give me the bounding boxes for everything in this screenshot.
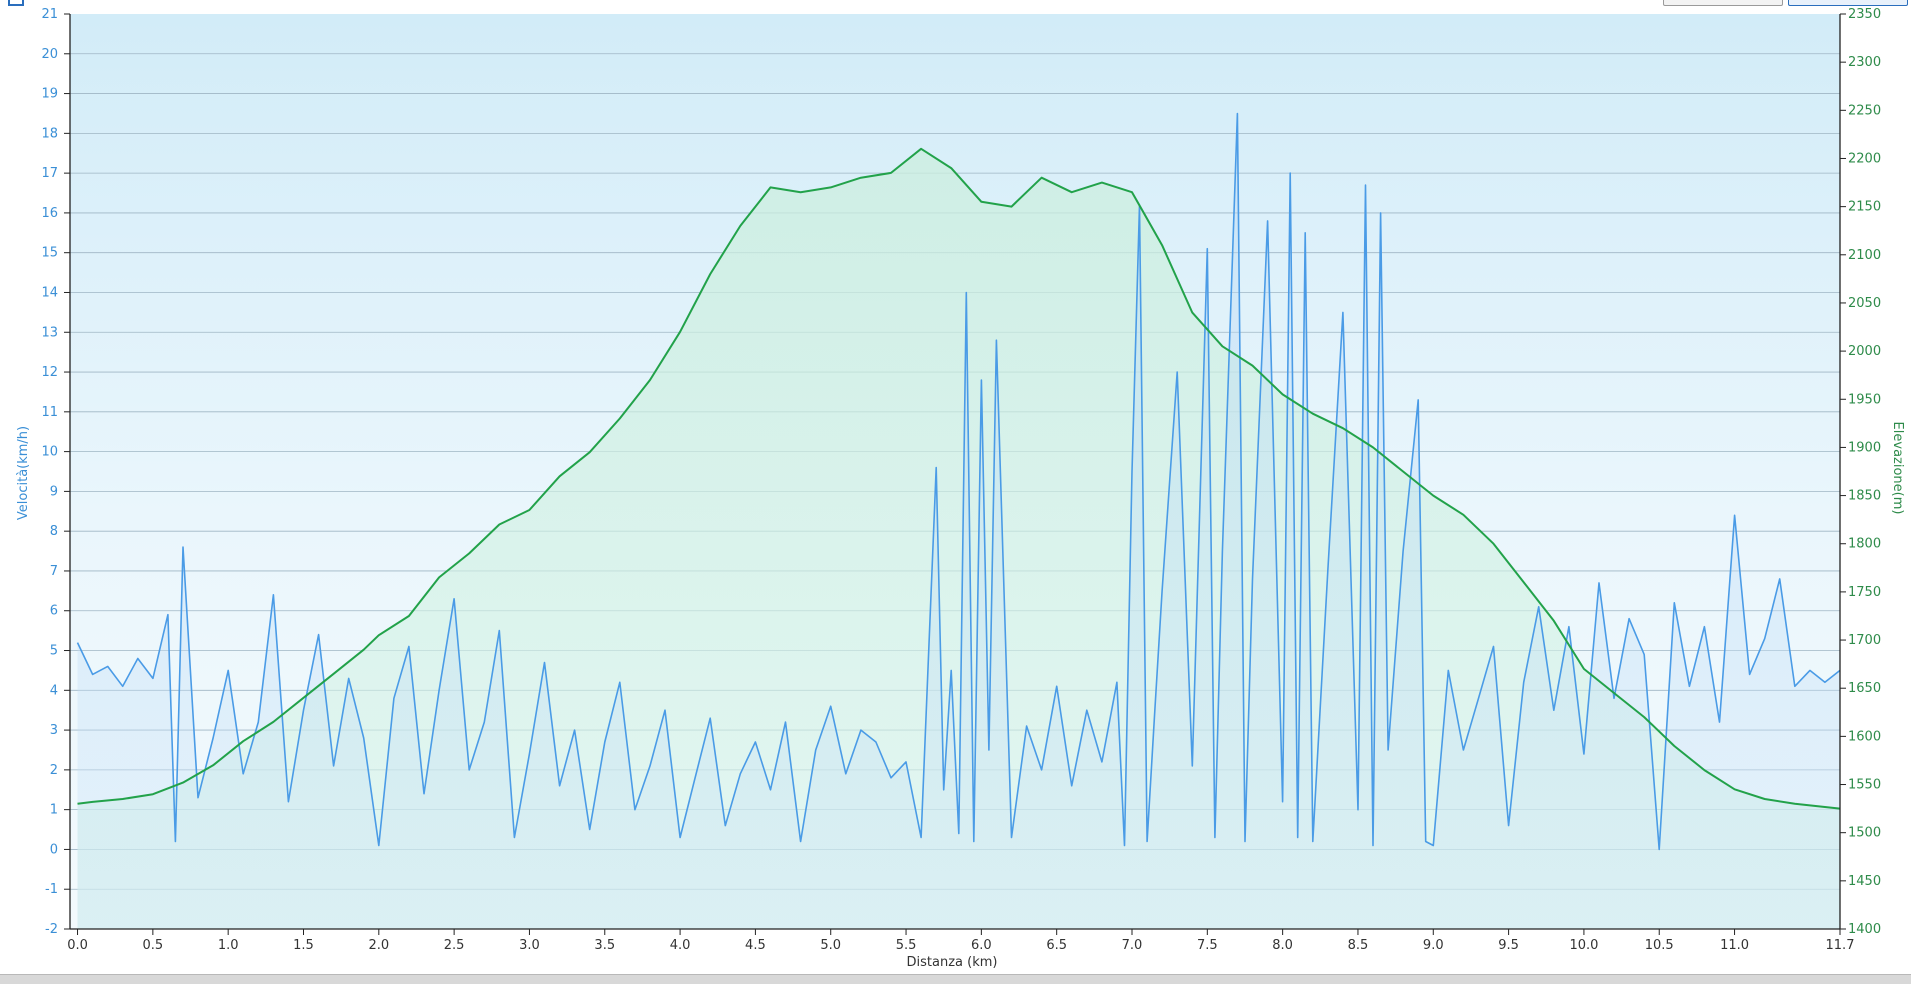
y-left-tick-label: 9 [50, 484, 58, 499]
x-tick-label: 11.0 [1720, 938, 1749, 953]
y-left-tick-label: 7 [50, 564, 58, 579]
x-tick-label: 5.5 [896, 938, 917, 953]
y-right-tick-label: 1750 [1848, 585, 1881, 600]
y-left-tick-label: 5 [50, 644, 58, 659]
x-tick-label: 3.5 [594, 938, 615, 953]
x-tick-label: 9.5 [1498, 938, 1519, 953]
x-tick-label: 8.5 [1348, 938, 1369, 953]
y-right-tick-label: 1400 [1848, 922, 1881, 937]
y-right-tick-label: 1900 [1848, 440, 1881, 455]
y-right-tick-label: 1950 [1848, 392, 1881, 407]
y-right-tick-label: 1500 [1848, 826, 1881, 841]
x-tick-label: 0.5 [143, 938, 164, 953]
x-tick-label: 1.0 [218, 938, 239, 953]
y-left-tick-label: 20 [41, 47, 58, 62]
y-left-tick-label: 10 [41, 445, 58, 460]
y-left-tick-label: 13 [41, 325, 58, 340]
y-right-tick-label: 2250 [1848, 103, 1881, 118]
y-left-tick-label: 14 [41, 285, 58, 300]
y-right-tick-label: 2200 [1848, 151, 1881, 166]
y-right-ticks: 1400 1450 1500 1550 1600 1650 1700 1750 1800 1850… [1840, 7, 1881, 937]
speed-area [77, 113, 1840, 929]
x-tick-label: 7.5 [1197, 938, 1218, 953]
x-tick-label: 6.5 [1046, 938, 1067, 953]
y-left-tick-label: 19 [41, 87, 58, 102]
y-left-tick-label: 3 [50, 723, 58, 738]
x-tick-label: 2.5 [444, 938, 465, 953]
x-axis-title: Distanza (km) [907, 955, 998, 970]
y-right-tick-label: 2100 [1848, 248, 1881, 263]
status-bar [0, 974, 1911, 984]
x-tick-label: 6.0 [971, 938, 992, 953]
y-right-tick-label: 2000 [1848, 344, 1881, 359]
y-left-tick-label: 15 [41, 246, 58, 261]
y-left-tick-label: 16 [41, 206, 58, 221]
y-right-tick-label: 2350 [1848, 7, 1881, 22]
x-tick-label: 4.0 [670, 938, 691, 953]
y-right-axis-title: Elevazione(m) [1890, 422, 1905, 515]
y-left-tick-label: 8 [50, 524, 58, 539]
x-tick-label: 9.0 [1423, 938, 1444, 953]
x-tick-label: 3.0 [519, 938, 540, 953]
y-left-tick-label: 4 [50, 683, 58, 698]
chart-icon[interactable] [8, 0, 24, 6]
y-left-tick-label: 21 [41, 7, 58, 22]
y-right-tick-label: 1600 [1848, 729, 1881, 744]
y-right-tick-label: 1550 [1848, 778, 1881, 793]
x-ticks: 0.0 0.5 1.0 1.5 2.0 2.5 3.0 3.5 4.0 4.5 5.0 5.5 6.0 6… [67, 929, 1854, 953]
y-right-tick-label: 2300 [1848, 55, 1881, 70]
y-left-tick-label: 11 [41, 405, 58, 420]
speed-series-line [76, 112, 1841, 851]
toolbar-button-2[interactable] [1788, 0, 1908, 6]
y-left-tick-label: 12 [41, 365, 58, 380]
x-tick-label: 1.5 [293, 938, 314, 953]
y-right-tick-label: 1850 [1848, 489, 1881, 504]
y-left-axis-title: Velocità(km/h) [16, 426, 31, 520]
x-tick-label: 8.0 [1272, 938, 1293, 953]
x-tick-label: 2.0 [368, 938, 389, 953]
y-right-tick-label: 1650 [1848, 681, 1881, 696]
y-left-tick-label: -1 [45, 882, 58, 897]
y-left-tick-label: 18 [41, 126, 58, 141]
y-left-tick-label: -2 [45, 922, 58, 937]
y-right-tick-label: 2150 [1848, 200, 1881, 215]
x-tick-label: 11.7 [1826, 938, 1855, 953]
y-left-tick-label: 2 [50, 763, 58, 778]
y-right-tick-label: 1700 [1848, 633, 1881, 648]
x-tick-label: 4.5 [745, 938, 766, 953]
x-tick-label: 5.0 [820, 938, 841, 953]
y-left-tick-label: 6 [50, 604, 58, 619]
toolbar-button-1[interactable] [1663, 0, 1783, 6]
y-right-tick-label: 1800 [1848, 537, 1881, 552]
y-right-tick-label: 2050 [1848, 296, 1881, 311]
elevation-series-line [77, 147, 1841, 810]
x-tick-label: 7.0 [1122, 938, 1143, 953]
x-tick-label: 10.5 [1645, 938, 1674, 953]
x-tick-label: 10.0 [1569, 938, 1598, 953]
y-right-tick-label: 1450 [1848, 874, 1881, 889]
y-left-tick-label: 0 [50, 842, 58, 857]
y-left-tick-label: 1 [50, 803, 58, 818]
x-tick-label: 0.0 [67, 938, 88, 953]
y-left-tick-label: 17 [41, 166, 58, 181]
